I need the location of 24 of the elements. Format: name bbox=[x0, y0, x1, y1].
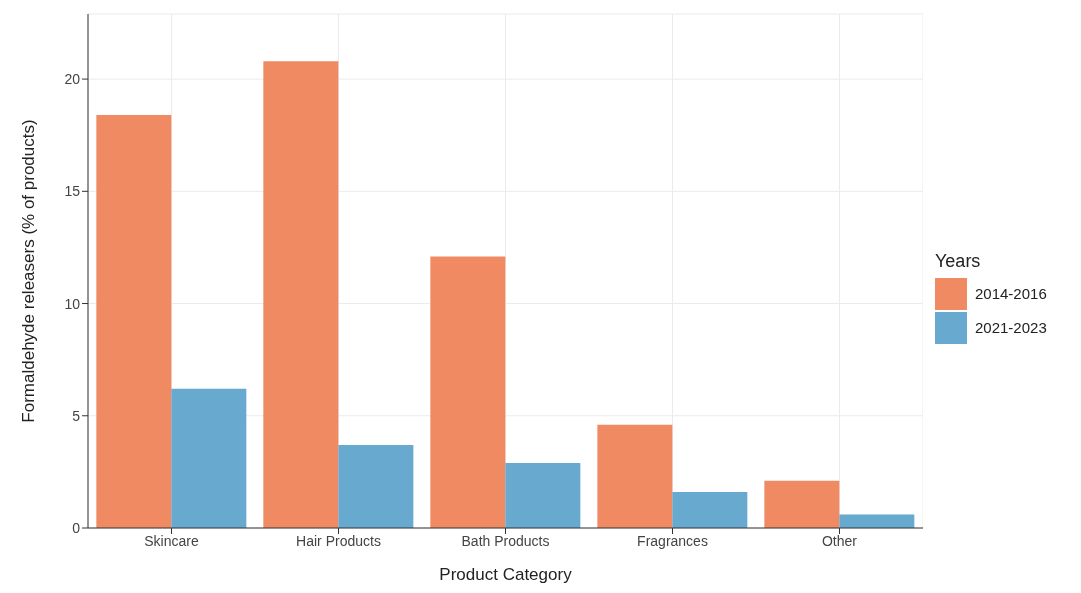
bar bbox=[505, 462, 581, 528]
y-tick-label: 20 bbox=[64, 71, 81, 88]
legend-title: Years bbox=[935, 250, 982, 272]
legend-label: 2021-2023 bbox=[975, 319, 1047, 336]
bar bbox=[430, 256, 506, 528]
x-tick-label: Other bbox=[821, 532, 858, 549]
y-axis-title: Formaldehyde releasers (% of products) bbox=[19, 119, 39, 423]
bar bbox=[171, 388, 247, 528]
bar bbox=[764, 480, 840, 528]
x-tick-label: Skincare bbox=[144, 532, 199, 549]
y-tick-label: 5 bbox=[72, 407, 81, 424]
bar bbox=[263, 61, 339, 528]
x-tick-label: Hair Products bbox=[296, 532, 381, 549]
x-axis-title: Product Category bbox=[439, 565, 573, 584]
bar bbox=[338, 444, 414, 528]
legend-label: 2014-2016 bbox=[975, 285, 1047, 302]
x-tick-label: Fragrances bbox=[637, 532, 708, 549]
bar bbox=[672, 492, 748, 528]
x-tick-label: Bath Products bbox=[461, 532, 550, 549]
y-tick-label: 10 bbox=[64, 295, 81, 312]
y-tick-label: 0 bbox=[72, 519, 81, 536]
bar bbox=[96, 115, 172, 528]
y-tick-label: 15 bbox=[64, 183, 81, 200]
bar bbox=[597, 424, 673, 528]
